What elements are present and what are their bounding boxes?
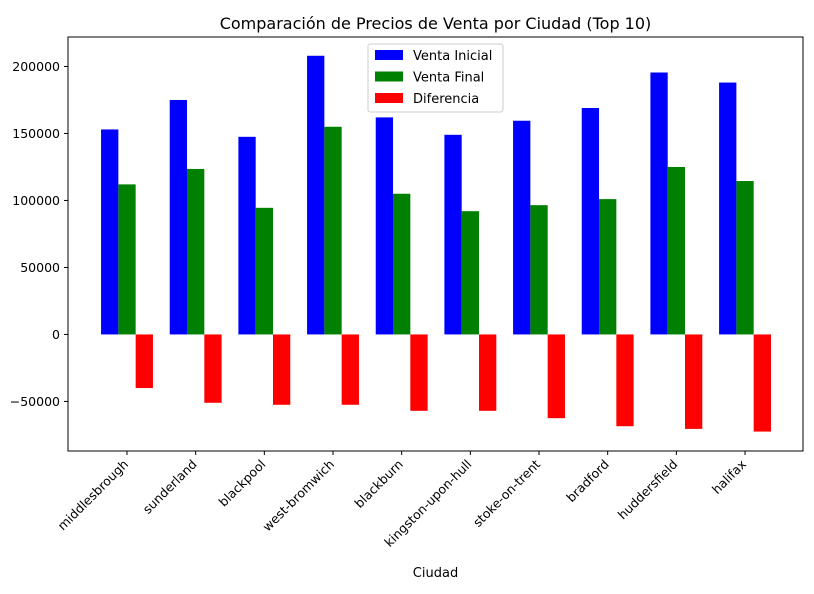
legend-swatch-diferencia [375,93,403,103]
y-tick-label: 50000 [20,260,60,275]
legend-swatch-venta-inicial [375,50,403,60]
bar-stoke-on-trent-venta-final [530,205,548,335]
bar-sunderland-diferencia [204,334,222,403]
bar-blackpool-venta-final [255,207,273,335]
bar-stoke-on-trent-diferencia [547,334,565,419]
bar-blackburn-diferencia [410,334,428,411]
y-tick-label: −50000 [10,394,60,409]
y-tick-label: 0 [52,327,60,342]
bar-sunderland-venta-final [187,168,205,335]
bar-bradford-venta-final [599,199,617,335]
bar-bradford-diferencia [616,334,634,427]
bar-sunderland-venta-inicial [169,99,188,335]
legend-label-venta-final: Venta Final [413,71,484,86]
y-tick-label: 150000 [12,126,60,141]
bar-middlesbrough-diferencia [135,334,153,389]
plot-frame [67,36,804,452]
bar-halifax-venta-inicial [719,82,737,335]
bar-huddersfield-venta-inicial [650,72,668,335]
legend-label-diferencia: Diferencia [413,92,479,107]
bar-middlesbrough-venta-final [118,184,136,335]
y-tick-label: 100000 [12,193,60,208]
bar-bradford-venta-inicial [581,108,600,335]
legend: Venta Inicial Venta Final Diferencia [367,43,504,113]
bar-blackpool-venta-inicial [238,136,256,335]
bar-blackpool-diferencia [272,334,291,405]
bar-halifax-diferencia [753,334,771,432]
bar-huddersfield-diferencia [685,334,703,429]
bar-west-bromwich-diferencia [341,334,359,405]
bar-blackburn-venta-final [393,193,411,335]
bar-kingston-upon-hull-venta-final [461,211,479,335]
legend-swatch-venta-final [375,71,403,82]
bar-middlesbrough-venta-inicial [101,129,119,335]
bars-layer [101,55,771,432]
bar-west-bromwich-venta-final [324,126,342,335]
bar-kingston-upon-hull-diferencia [479,334,497,411]
bar-halifax-venta-final [736,181,754,335]
x-axis-title: Ciudad [413,566,458,581]
legend-label-venta-inicial: Venta Inicial [413,49,492,64]
bar-west-bromwich-venta-inicial [307,55,325,335]
y-axis: −50000 0 50000 100000 150000 200000 [10,59,68,409]
y-tick-label: 200000 [12,59,60,74]
bar-stoke-on-trent-venta-inicial [513,120,531,335]
chart-title: Comparación de Precios de Venta por Ciud… [220,14,652,33]
bar-blackburn-venta-inicial [375,117,394,335]
bar-huddersfield-venta-final [667,166,686,335]
bar-kingston-upon-hull-venta-inicial [444,134,462,335]
